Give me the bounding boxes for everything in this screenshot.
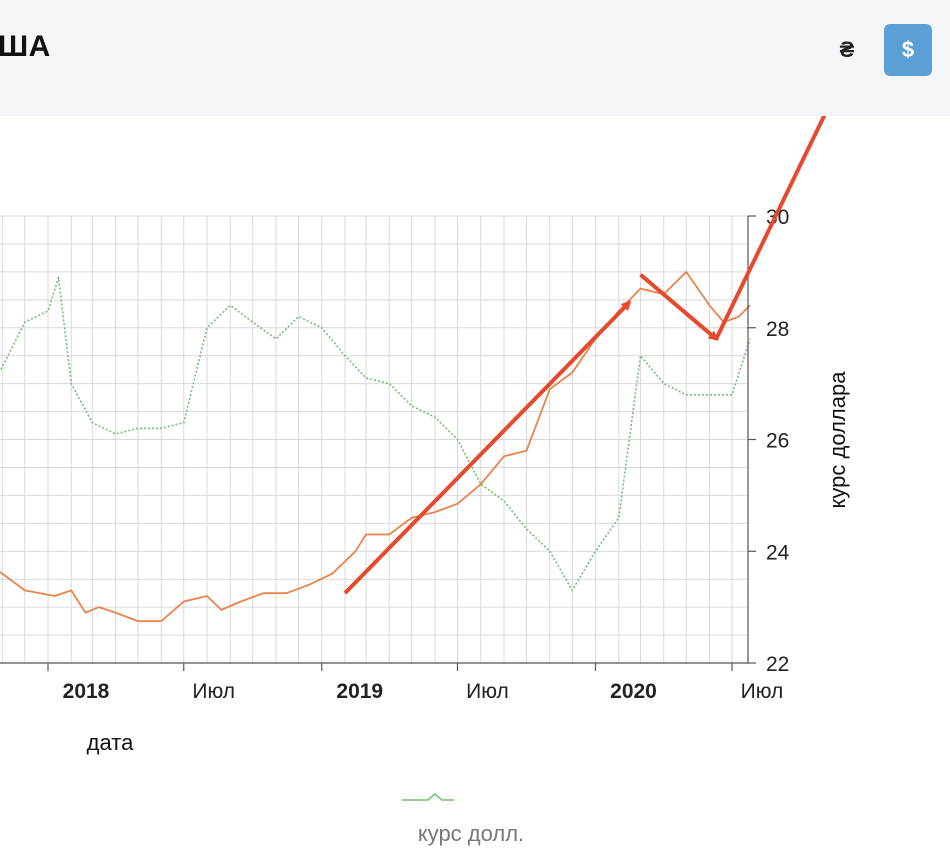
chart-series [0,270,751,623]
annotation-arrow-3 [714,116,827,340]
page-title: ША [0,30,51,63]
series-line-2 [0,276,751,592]
chart-grid [0,215,748,664]
y-tick-label: 26 [766,430,789,453]
chart-annotations [343,116,827,595]
x-tick-label: 2018 [63,680,110,703]
hryvnia-icon: ₴ [839,37,855,62]
dollar-icon: $ [901,37,915,62]
legend-label: курс долл. [418,821,524,846]
x-tick-label: Июл [466,680,509,703]
chart-panel: 2018 Июл 2019 Июл 2020 Июл 22 24 26 28 30 дата кур… [0,116,950,868]
dollar-button[interactable]: $ [884,24,932,76]
annotation-arrow-1 [343,300,632,595]
series-line-1 [0,270,751,623]
y-tick-label: 24 [766,541,790,564]
hryvnia-button[interactable]: ₴ [823,24,871,76]
x-tick-label: 2020 [610,680,657,703]
legend-swatch [402,793,454,801]
y-axis-label: курс доллара [825,371,850,509]
annotation-arrow-2 [639,273,719,341]
y-tick-label: 28 [766,318,789,341]
x-tick-label: 2019 [336,680,383,703]
x-tick-label: Июл [192,680,235,703]
x-tick-label: Июл [741,680,784,703]
chart-legend[interactable]: курс долл. [402,793,524,846]
x-axis-label: дата [87,730,134,755]
page-header: ША ₴ $ [0,0,950,116]
y-tick-label: 22 [766,653,789,676]
